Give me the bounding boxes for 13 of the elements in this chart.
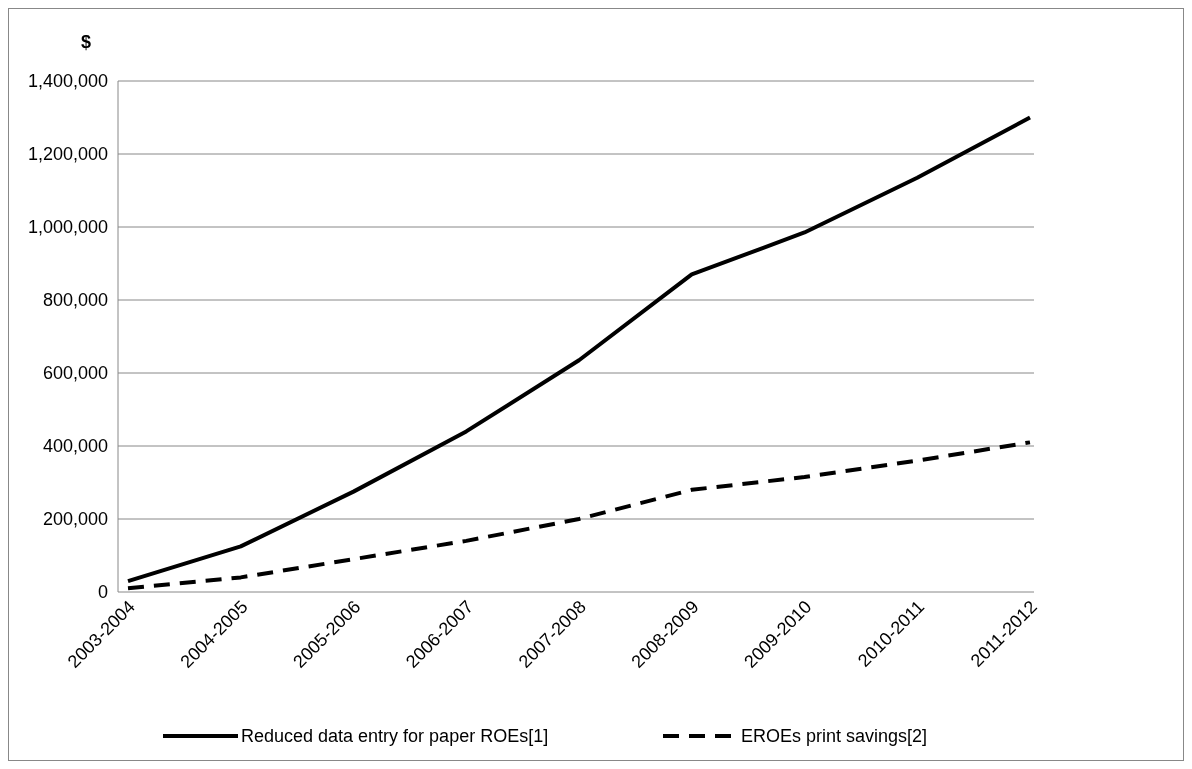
y-tick-label: 200,000 <box>42 509 108 530</box>
y-tick-label: 600,000 <box>42 363 108 384</box>
y-tick-label: 800,000 <box>42 290 108 311</box>
legend-label: EROEs print savings[2] <box>741 726 928 747</box>
y-tick-label: 1,200,000 <box>27 144 108 165</box>
y-axis-title: $ <box>80 32 92 52</box>
y-tick-label: 1,000,000 <box>27 217 108 238</box>
y-tick-label: 0 <box>97 582 108 603</box>
line-series <box>126 115 1032 584</box>
y-tick-label: 400,000 <box>42 436 108 457</box>
legend-label: Reduced data entry for paper ROEs[1] <box>241 726 549 747</box>
y-tick-label: 1,400,000 <box>27 71 108 92</box>
line-series <box>126 440 1032 591</box>
